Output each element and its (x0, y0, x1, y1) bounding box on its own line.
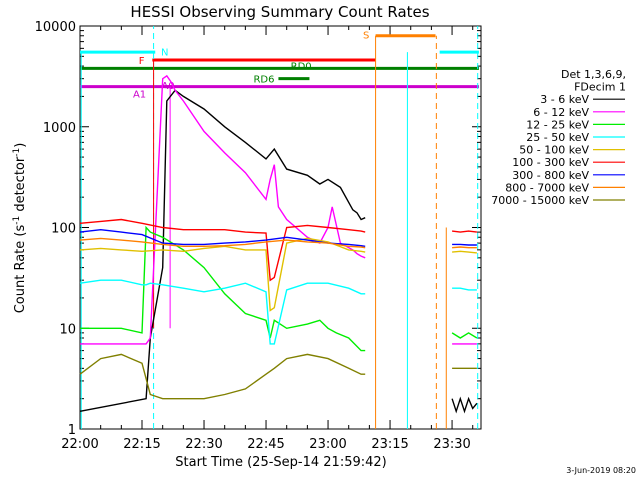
series-line (79, 218, 366, 282)
legend-label: 6 - 12 keV (533, 106, 589, 119)
series-line (79, 228, 366, 247)
series-line (451, 396, 478, 414)
legend-label: 12 - 25 keV (526, 118, 589, 131)
flag-label: A0 (161, 81, 174, 92)
series-line (452, 250, 477, 254)
x-tick-label: 22:15 (123, 437, 160, 452)
y-axis-label-main: Count Rate (s (13, 225, 28, 314)
x-tick-label: 23:00 (309, 437, 346, 452)
legend-header: Det 1,3,6,9, (561, 68, 626, 81)
y-axis-label: Count Rate (s-1 detector-1) (12, 143, 28, 314)
flag-label: RD6 (253, 75, 274, 86)
flag-label: N (161, 47, 168, 58)
y-axis-label-close: ) (13, 143, 28, 148)
flag-label: RD0 (291, 62, 312, 73)
x-tick-label: 23:30 (433, 437, 470, 452)
y-axis-label-tail: detector (13, 156, 28, 216)
y-tick-label: 100 (51, 222, 76, 237)
x-axis-label: Start Time (25-Sep-14 21:59:42) (175, 455, 386, 470)
series-line (452, 246, 477, 249)
series-line (452, 230, 477, 233)
series-line (451, 332, 478, 339)
legend-label: 25 - 50 keV (526, 131, 589, 144)
y-axis-label-sup: -1 (12, 216, 22, 225)
series-line (79, 353, 366, 400)
series-line (79, 89, 366, 412)
series-line (79, 237, 366, 249)
legend-label: 100 - 300 keV (512, 156, 589, 169)
legend-label: 800 - 7000 keV (505, 181, 589, 194)
chart-title: HESSI Observing Summary Count Rates (130, 3, 429, 21)
series-line (80, 74, 366, 345)
y-tick-label: 10 (59, 322, 76, 337)
legend-label: 3 - 6 keV (540, 93, 589, 106)
series-line (452, 287, 477, 291)
legend-header: FDecim 1 (574, 81, 626, 94)
flag-label: F (139, 56, 145, 67)
axis-ticks: 1 10 100 1000 10000 22:00 22:15 22:30 22:45 23:00… (35, 20, 481, 452)
vertical-markers (80, 26, 479, 429)
x-tick-label: 22:45 (247, 437, 284, 452)
y-tick-label: 1000 (43, 121, 76, 136)
series-line (80, 225, 366, 352)
x-tick-label: 23:15 (371, 437, 408, 452)
series-lines (79, 74, 478, 414)
y-axis-label-sup2: -1 (12, 148, 22, 157)
legend-label: 300 - 800 keV (512, 169, 589, 182)
x-tick-label: 22:30 (185, 437, 222, 452)
series-line (452, 243, 477, 246)
series-line (79, 279, 366, 345)
x-tick-label: 22:00 (61, 437, 98, 452)
flag-label: A1 (133, 89, 146, 100)
series-line (79, 237, 366, 312)
flag-label: S (363, 31, 369, 42)
y-tick-label: 10000 (35, 20, 76, 35)
flag-bars: N F RD0 RD6 A1 A0 S (80, 31, 479, 100)
legend-label: 50 - 100 keV (519, 144, 589, 157)
footer-date: 3-Jun-2019 08:20 (566, 466, 636, 475)
legend-label: 7000 - 15000 keV (491, 194, 589, 207)
y-tick-label: 1 (68, 423, 76, 438)
